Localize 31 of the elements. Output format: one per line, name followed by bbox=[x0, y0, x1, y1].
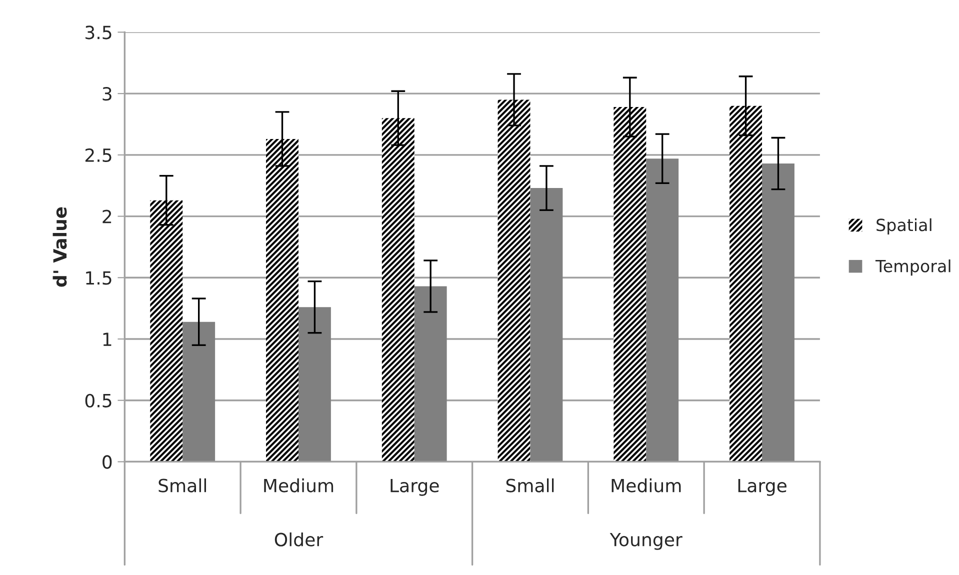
y-axis-title: d' Value bbox=[52, 207, 67, 287]
bar bbox=[762, 164, 794, 462]
bar bbox=[530, 188, 563, 462]
y-tick-label: 0.5 bbox=[85, 394, 112, 408]
bar bbox=[382, 118, 414, 462]
bar bbox=[730, 106, 762, 462]
y-tick-label: 0 bbox=[102, 455, 112, 469]
bar bbox=[150, 200, 183, 462]
y-tick-label: 3 bbox=[102, 87, 112, 101]
bar bbox=[646, 158, 679, 462]
legend-label: Temporal bbox=[875, 259, 950, 276]
y-tick-label: 2.5 bbox=[85, 148, 112, 162]
bar bbox=[266, 138, 298, 462]
bar bbox=[414, 286, 447, 462]
x-tick-label: Large bbox=[738, 478, 786, 496]
x-tick-label: Large bbox=[390, 478, 439, 496]
bar bbox=[182, 322, 216, 462]
x-tick-label: Medium bbox=[264, 478, 334, 492]
y-tick-label: 3.5 bbox=[86, 26, 112, 40]
bar bbox=[298, 307, 331, 462]
x-tick-label: Small bbox=[158, 478, 206, 492]
y-tick-label: 1 bbox=[103, 332, 112, 346]
x-tick-label: Small bbox=[506, 478, 554, 492]
legend-label: Spatial bbox=[876, 218, 932, 234]
bar bbox=[498, 100, 530, 462]
y-tick-label: 2 bbox=[102, 210, 112, 224]
x-tick-label: Medium bbox=[612, 478, 681, 492]
text: Older bbox=[274, 532, 324, 546]
y-tick-label: 1.5 bbox=[86, 271, 112, 285]
bar bbox=[614, 107, 646, 462]
text: Younger bbox=[610, 533, 682, 550]
